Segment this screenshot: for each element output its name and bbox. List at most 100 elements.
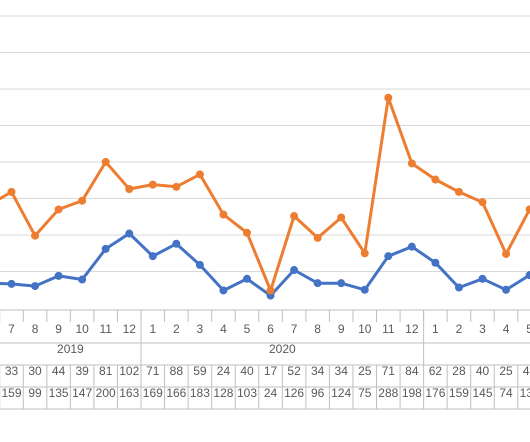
data-point <box>243 228 251 237</box>
x-tick-label: 1 <box>432 322 439 336</box>
x-tick-label: 7 <box>8 322 15 336</box>
x-tick-label: 9 <box>55 322 62 336</box>
data-point <box>502 285 511 294</box>
gridlines <box>0 15 530 272</box>
data-point <box>454 187 463 196</box>
data-point <box>525 271 530 280</box>
table-cell-value: 34 <box>311 364 325 378</box>
table-cell-value: 183 <box>190 386 210 400</box>
data-point <box>313 279 322 288</box>
x-tick-label: 1 <box>149 322 156 336</box>
table-cell-value: 128 <box>213 386 233 400</box>
x-tick-label: 10 <box>358 322 372 336</box>
table-cell-value: 25 <box>358 364 372 378</box>
data-point <box>502 249 511 258</box>
table-cell-value: 169 <box>143 386 163 400</box>
x-tick-label: 2 <box>173 322 180 336</box>
table-cell-value: 45 <box>523 364 530 378</box>
x-tick-label: 12 <box>405 322 419 336</box>
table-cell-value: 102 <box>119 364 139 378</box>
table-cell-value: 145 <box>472 386 492 400</box>
table-cell-value: 88 <box>170 364 184 378</box>
data-point <box>478 198 487 207</box>
data-point <box>54 271 63 280</box>
table-cell-value: 40 <box>476 364 490 378</box>
x-tick-label: 8 <box>314 322 321 336</box>
data-point <box>243 274 251 283</box>
table-cell-value: 126 <box>284 386 304 400</box>
data-point <box>78 196 87 205</box>
x-tick-label: 9 <box>338 322 345 336</box>
data-point <box>478 274 487 283</box>
data-point <box>148 252 157 261</box>
data-point <box>101 158 110 166</box>
x-tick-label: 5 <box>244 322 251 336</box>
data-point <box>125 185 134 194</box>
table-cell-value: 74 <box>499 386 513 400</box>
x-tick-label: 2 <box>456 322 463 336</box>
table-cell-value: 39 <box>75 364 89 378</box>
data-point <box>454 283 463 292</box>
table-cell-value: 62 <box>429 364 443 378</box>
data-point <box>78 275 87 284</box>
data-point <box>125 229 134 238</box>
data-point <box>219 286 228 295</box>
table-cell-value: 159 <box>449 386 469 400</box>
table-cell-value: 159 <box>1 386 21 400</box>
table-cell-value: 71 <box>382 364 396 378</box>
data-point <box>431 175 440 184</box>
data-point <box>407 159 416 168</box>
data-point <box>290 212 299 221</box>
table-cell-value: 75 <box>358 386 372 400</box>
data-point <box>172 182 181 191</box>
table-cell-value: 17 <box>264 364 278 378</box>
data-point <box>337 279 346 288</box>
table-cell-value: 147 <box>72 386 92 400</box>
x-tick-label: 3 <box>479 322 486 336</box>
data-point <box>384 252 393 261</box>
data-point <box>7 187 16 196</box>
plot-area <box>0 93 530 300</box>
table-cell-value: 24 <box>217 364 231 378</box>
data-point <box>384 93 393 102</box>
table-cell-value: 163 <box>119 386 139 400</box>
series-line <box>0 232 530 298</box>
data-point <box>266 286 275 295</box>
data-point <box>360 249 369 258</box>
table-cell-value: 34 <box>335 364 349 378</box>
x-tick-label: 11 <box>382 322 395 336</box>
table-cell-value: 28 <box>452 364 466 378</box>
table-cell-value: 59 <box>193 364 207 378</box>
table-cell-value: 176 <box>425 386 445 400</box>
x-tick-label: 3 <box>197 322 204 336</box>
x-tick-label: 4 <box>220 322 227 336</box>
table-cell-value: 124 <box>331 386 351 400</box>
x-tick-label: 11 <box>99 322 112 336</box>
x-tick-label: 4 <box>503 322 510 336</box>
x-tick-label: 5 <box>526 322 530 336</box>
data-point <box>101 244 110 253</box>
data-table: 6789101112123456789101112123452019202033… <box>0 309 530 410</box>
data-point <box>54 205 63 214</box>
data-point <box>172 239 181 248</box>
table-cell-value: 99 <box>28 386 42 400</box>
year-label: 2020 <box>269 342 296 356</box>
table-cell-value: 200 <box>96 386 116 400</box>
x-tick-label: 8 <box>32 322 39 336</box>
data-point <box>407 242 416 251</box>
table-cell-value: 135 <box>49 386 69 400</box>
x-tick-label: 10 <box>75 322 89 336</box>
table-cell-value: 24 <box>264 386 278 400</box>
data-point <box>337 213 346 222</box>
year-label: 2019 <box>57 342 84 356</box>
series-line <box>0 96 530 292</box>
data-point <box>148 180 157 189</box>
data-point <box>31 282 40 291</box>
x-tick-label: 7 <box>291 322 298 336</box>
data-point <box>313 233 322 242</box>
x-tick-label: 6 <box>267 322 274 336</box>
table-cell-value: 84 <box>405 364 419 378</box>
table-cell-value: 40 <box>240 364 254 378</box>
table-cell-value: 103 <box>237 386 257 400</box>
